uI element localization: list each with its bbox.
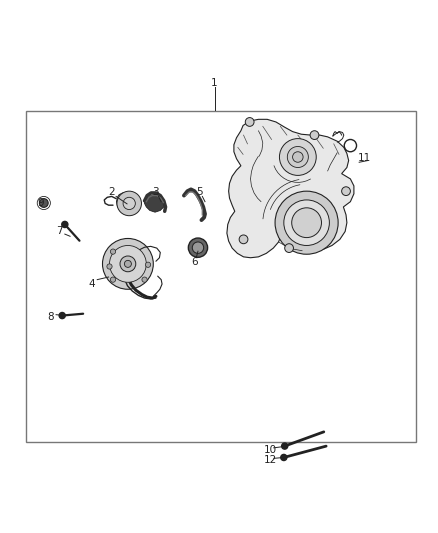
Text: 11: 11 xyxy=(358,153,371,163)
Circle shape xyxy=(310,131,319,140)
Circle shape xyxy=(110,246,146,282)
Polygon shape xyxy=(107,247,148,280)
Circle shape xyxy=(275,191,338,254)
Circle shape xyxy=(39,199,48,207)
Text: 1: 1 xyxy=(211,77,218,87)
Circle shape xyxy=(110,277,116,282)
Circle shape xyxy=(281,455,287,461)
Circle shape xyxy=(59,312,65,319)
Text: 12: 12 xyxy=(264,455,277,465)
Text: 6: 6 xyxy=(191,257,198,267)
Circle shape xyxy=(123,197,135,209)
Polygon shape xyxy=(145,195,165,212)
Text: 7: 7 xyxy=(56,227,63,237)
Text: 10: 10 xyxy=(264,445,277,455)
Circle shape xyxy=(287,147,308,167)
Circle shape xyxy=(293,152,303,162)
Text: 8: 8 xyxy=(47,312,54,322)
Circle shape xyxy=(124,260,131,268)
Circle shape xyxy=(342,187,350,196)
Circle shape xyxy=(292,208,321,238)
Bar xyxy=(26,111,416,442)
Circle shape xyxy=(245,118,254,126)
Circle shape xyxy=(62,221,68,228)
Circle shape xyxy=(285,244,293,253)
Polygon shape xyxy=(227,119,354,258)
Polygon shape xyxy=(117,193,140,214)
Circle shape xyxy=(282,443,288,449)
Text: 5: 5 xyxy=(196,187,203,197)
Circle shape xyxy=(142,277,147,282)
Text: 2: 2 xyxy=(108,187,115,197)
Circle shape xyxy=(279,139,316,175)
Text: 3: 3 xyxy=(152,187,159,197)
Circle shape xyxy=(145,262,151,268)
Circle shape xyxy=(110,249,116,254)
Circle shape xyxy=(188,238,208,257)
Circle shape xyxy=(120,256,136,272)
Text: 4: 4 xyxy=(88,279,95,289)
Text: 9: 9 xyxy=(37,198,44,208)
Circle shape xyxy=(102,238,153,289)
Circle shape xyxy=(117,191,141,216)
Circle shape xyxy=(192,242,204,253)
Circle shape xyxy=(107,264,112,269)
Circle shape xyxy=(284,200,329,246)
Circle shape xyxy=(239,235,248,244)
